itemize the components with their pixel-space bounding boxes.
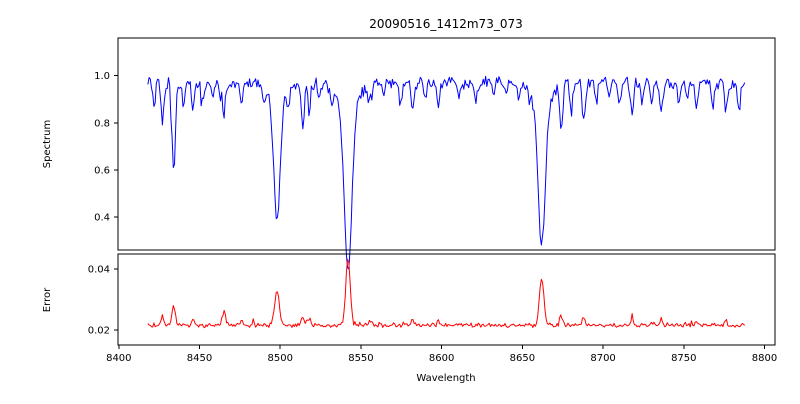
x-tick-label: 8400 bbox=[106, 353, 131, 364]
x-tick-label: 8700 bbox=[590, 353, 615, 364]
x-tick-label: 8550 bbox=[348, 353, 373, 364]
x-tick-label: 8750 bbox=[671, 353, 696, 364]
x-tick-label: 8450 bbox=[187, 353, 212, 364]
x-axis-label: Wavelength bbox=[416, 373, 475, 384]
spectrum-y-tick-label: 0.4 bbox=[94, 213, 110, 224]
error-y-tick-label: 0.04 bbox=[88, 265, 110, 276]
error-line bbox=[147, 258, 746, 329]
x-tick-label: 8600 bbox=[429, 353, 454, 364]
error-panel: 0.02 0.04 8400 8450 8500 8550 8600 8650 8700 8750… bbox=[88, 253, 777, 364]
chart-title: 20090516_1412m73_073 bbox=[369, 17, 522, 31]
x-tick-label: 8500 bbox=[268, 353, 293, 364]
x-tick-label: 8650 bbox=[510, 353, 535, 364]
spectrum-y-tick-label: 0.6 bbox=[94, 165, 110, 176]
spectrum-line bbox=[147, 75, 746, 270]
spectrum-y-tick-label: 0.8 bbox=[94, 118, 110, 129]
spectrum-panel: 0.4 0.6 0.8 1.0 bbox=[94, 37, 776, 270]
spectrum-y-tick-label: 1.0 bbox=[94, 71, 110, 82]
error-axes-spine bbox=[117, 253, 776, 346]
x-tick-label: 8800 bbox=[752, 353, 777, 364]
spectrum-axes-spine bbox=[117, 37, 776, 251]
y-axis-label-spectrum: Spectrum bbox=[42, 120, 53, 168]
error-y-tick-label: 0.02 bbox=[88, 325, 110, 336]
y-axis-label-error: Error bbox=[42, 287, 53, 312]
